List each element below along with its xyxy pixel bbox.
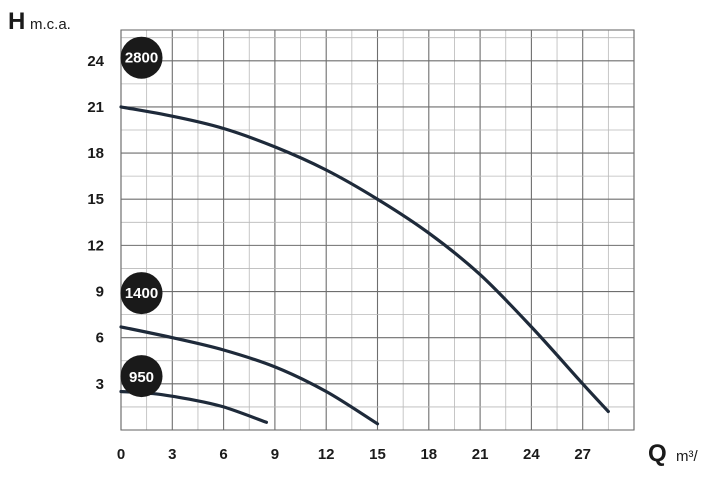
x-tick-label: 3 [168,446,176,463]
y-axis-unit: m.c.a. [30,16,71,33]
curve-2800 [119,105,610,414]
x-tick-label: 18 [420,446,437,463]
curve-1400 [119,325,380,426]
series-label: 2800 [125,50,158,67]
y-tick-label: 12 [87,237,104,254]
x-tick-label: 12 [318,446,335,463]
y-tick-label: 24 [87,53,104,70]
y-axis-label: H [8,8,25,35]
grid [120,30,635,431]
x-axis-label: Q [648,440,667,467]
x-tick-label: 27 [574,446,591,463]
badge-2800: 2800 [120,36,163,79]
x-tick-label: 0 [117,446,125,463]
y-tick-label: 9 [96,284,104,301]
x-tick-label: 9 [271,446,279,463]
x-tick-label: 6 [219,446,227,463]
y-tick-label: 15 [87,191,104,208]
curves [119,105,610,426]
x-tick-label: 24 [523,446,540,463]
series-label: 950 [129,369,154,386]
y-tick-label: 21 [87,99,104,116]
badge-950: 950 [120,355,163,398]
x-axis-unit: m³/ [676,448,698,465]
badge-circle [120,272,163,315]
y-tick-label: 3 [96,376,104,393]
plot-frame [120,29,635,431]
badge-circle [120,36,163,79]
tick-labels: 0 3 6 9 12 15 18 21 24 27 3 6 9 12 15 18 21 24 [87,53,591,463]
y-tick-label: 18 [87,145,104,162]
badge-1400: 1400 [120,272,163,315]
x-tick-label: 15 [369,446,386,463]
series-badges: 2800 1400 950 [120,36,163,398]
badge-circle [120,355,163,398]
y-tick-label: 6 [96,330,104,347]
series-label: 1400 [125,285,158,302]
x-tick-label: 21 [472,446,489,463]
